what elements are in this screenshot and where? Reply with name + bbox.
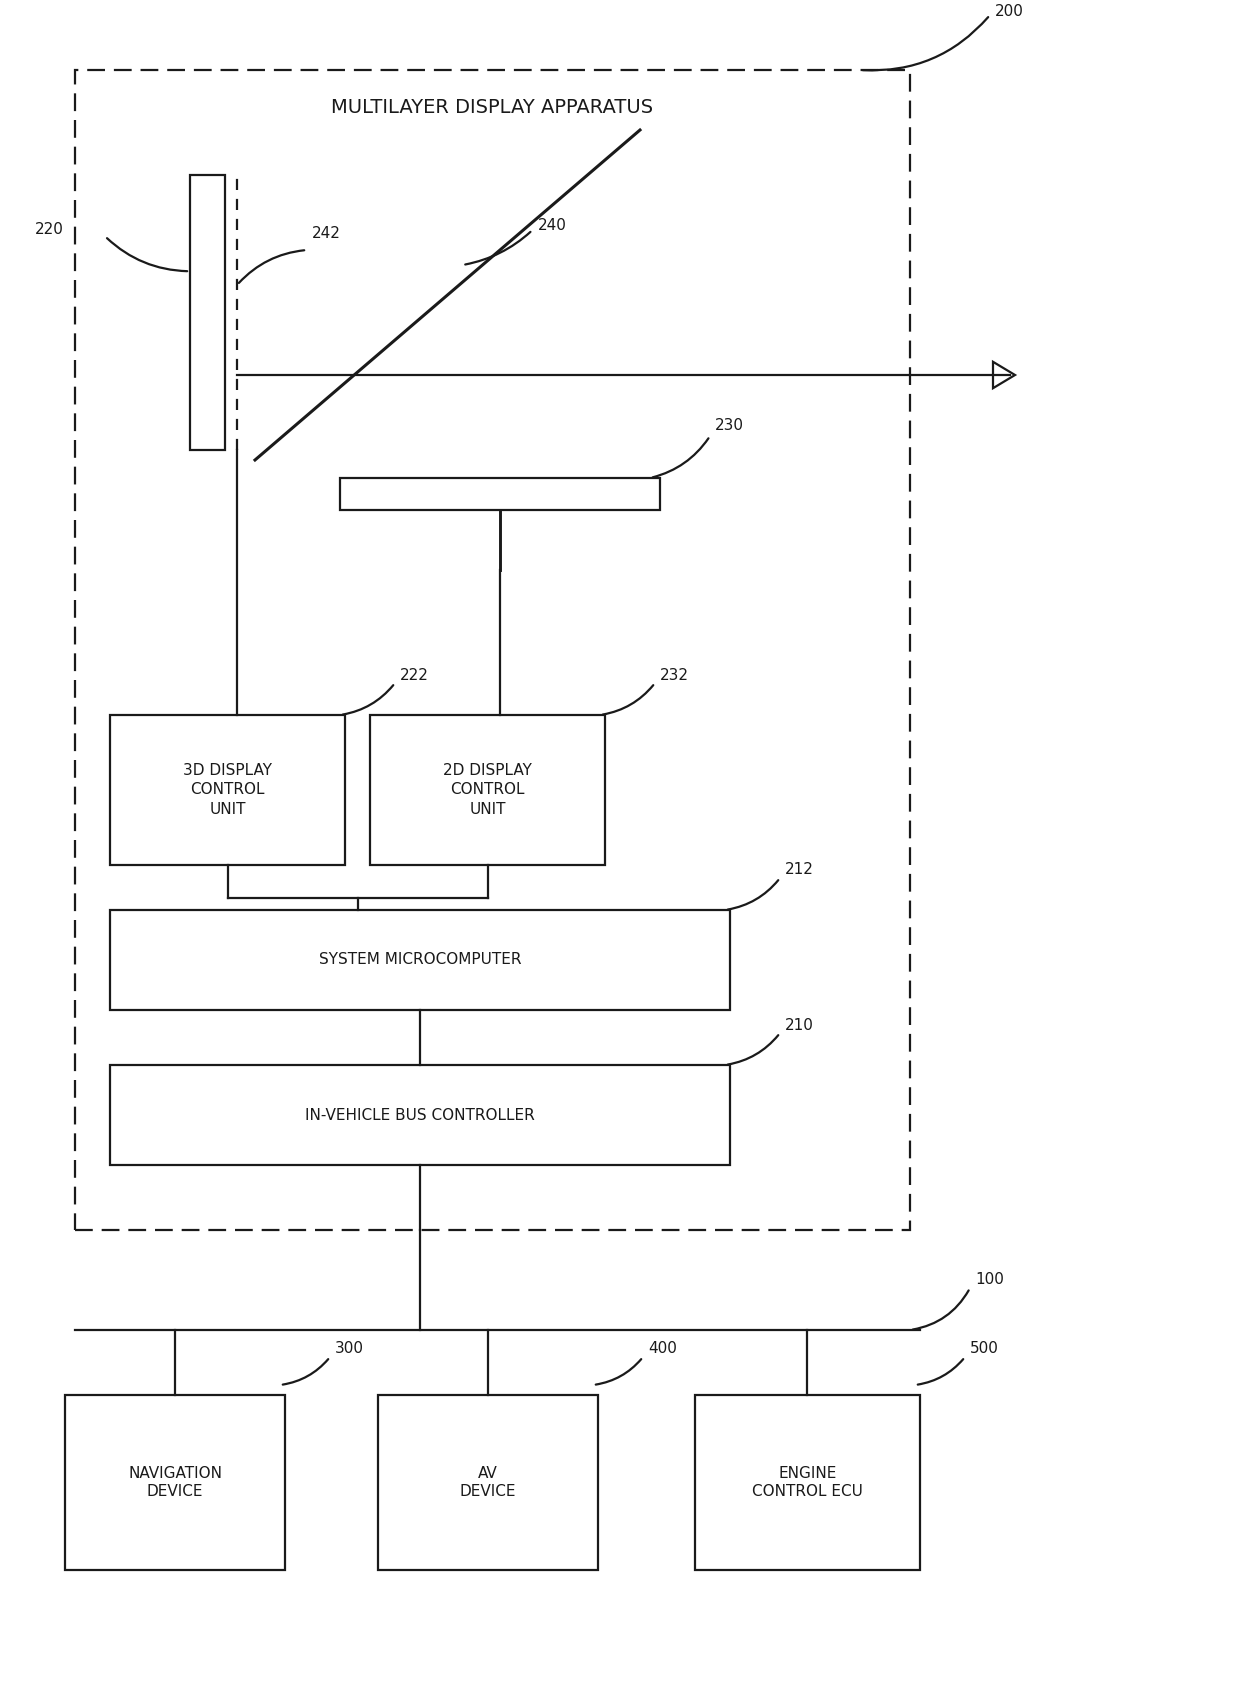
Text: 232: 232 [660, 668, 689, 683]
Text: 200: 200 [994, 5, 1024, 19]
Bar [370, 715, 605, 865]
Text: 212: 212 [785, 862, 813, 877]
Text: 500: 500 [970, 1342, 999, 1357]
Bar [378, 1395, 598, 1570]
Text: 3D DISPLAY
CONTROL
UNIT: 3D DISPLAY CONTROL UNIT [184, 763, 272, 817]
Text: 240: 240 [537, 218, 567, 233]
Text: 230: 230 [715, 419, 744, 434]
Text: IN-VEHICLE BUS CONTROLLER: IN-VEHICLE BUS CONTROLLER [305, 1107, 534, 1122]
Bar [64, 1395, 285, 1570]
Text: 242: 242 [312, 225, 341, 240]
Bar [110, 1064, 730, 1165]
Text: 2D DISPLAY
CONTROL
UNIT: 2D DISPLAY CONTROL UNIT [443, 763, 532, 817]
Bar [110, 715, 345, 865]
Text: ENGINE
CONTROL ECU: ENGINE CONTROL ECU [753, 1466, 863, 1499]
Bar [110, 909, 730, 1010]
Text: 220: 220 [35, 221, 64, 237]
Bar [190, 175, 224, 450]
Text: 100: 100 [975, 1272, 1004, 1287]
Text: NAVIGATION
DEVICE: NAVIGATION DEVICE [128, 1466, 222, 1499]
Text: SYSTEM MICROCOMPUTER: SYSTEM MICROCOMPUTER [319, 952, 521, 967]
Text: AV
DEVICE: AV DEVICE [460, 1466, 516, 1499]
Text: 400: 400 [649, 1342, 677, 1357]
Text: 210: 210 [785, 1017, 813, 1032]
Text: 300: 300 [335, 1342, 365, 1357]
Bar [340, 479, 660, 509]
Bar [694, 1395, 920, 1570]
Text: 222: 222 [401, 668, 429, 683]
Text: MULTILAYER DISPLAY APPARATUS: MULTILAYER DISPLAY APPARATUS [331, 99, 653, 118]
